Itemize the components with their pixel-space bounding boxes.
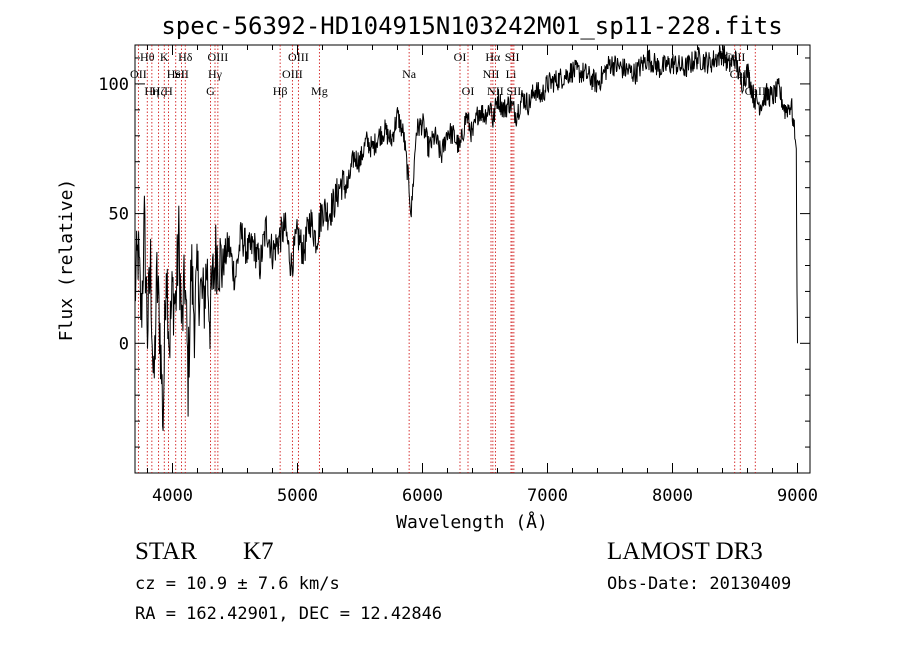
x-axis-label: Wavelength (Å)	[396, 511, 548, 533]
line-marker-label: Li	[506, 67, 517, 81]
object-class: STAR	[135, 538, 197, 565]
x-tick-label: 6000	[402, 486, 443, 506]
x-tick-label: 9000	[777, 486, 818, 506]
line-marker-label: H	[164, 84, 173, 98]
y-tick-label: 0	[119, 334, 129, 354]
line-marker-label: Hθ	[140, 50, 155, 64]
line-marker-label: K	[160, 50, 169, 64]
survey-name: LAMOST DR3	[607, 538, 763, 565]
line-marker-label: Hζ	[152, 84, 166, 98]
x-tick-label: 7000	[527, 486, 568, 506]
spectral-subclass: K7	[243, 538, 274, 565]
line-marker-label: SII	[507, 84, 522, 98]
x-tick-label: 8000	[652, 486, 693, 506]
line-marker-label: OIII	[282, 67, 303, 81]
redshift-value: cz = 10.9 ± 7.6 km/s	[135, 574, 340, 594]
plot-frame	[134, 44, 811, 474]
y-axis-label: Flux (relative)	[56, 179, 77, 342]
sky-coordinates: RA = 162.42901, DEC = 12.42846	[135, 604, 443, 624]
line-marker-label: G	[206, 84, 215, 98]
x-tick-label: 4000	[152, 486, 193, 506]
chart-title: spec-56392-HD104915N103242M01_sp11-228.f…	[161, 12, 782, 40]
line-marker-label: OIII	[288, 50, 309, 64]
x-tick-label: 5000	[277, 486, 318, 506]
line-marker-label: SII	[174, 67, 189, 81]
observation-date: Obs-Date: 20130409	[607, 574, 792, 594]
line-marker-label: Hα	[485, 50, 501, 64]
line-marker-label: Hβ	[273, 84, 288, 98]
spectrum-line	[134, 44, 798, 431]
line-marker-label: Hη	[144, 84, 159, 98]
line-marker-label: Hδ	[178, 50, 193, 64]
line-marker-label: NII	[483, 67, 500, 81]
y-tick-label: 50	[109, 205, 129, 225]
line-marker-label: OII	[130, 67, 147, 81]
line-marker-label: OIII	[208, 50, 229, 64]
line-marker-label: OI	[462, 84, 475, 98]
line-marker-label: OI	[454, 50, 467, 64]
line-marker-label: HeI	[167, 67, 185, 81]
line-marker-label: Mg	[311, 84, 328, 98]
line-marker-label: NII	[487, 84, 504, 98]
line-marker-label: Hγ	[208, 67, 223, 81]
y-tick-label: 100	[98, 75, 129, 95]
line-marker-label: Na	[402, 67, 417, 81]
line-marker-label: SII	[505, 50, 520, 64]
